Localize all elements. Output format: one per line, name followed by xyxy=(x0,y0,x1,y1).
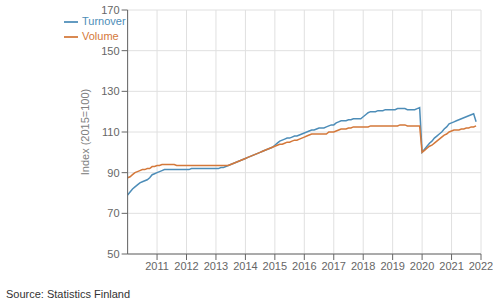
svg-text:2018: 2018 xyxy=(351,260,375,272)
svg-text:2011: 2011 xyxy=(145,260,169,272)
svg-text:90: 90 xyxy=(107,167,119,179)
svg-text:2017: 2017 xyxy=(322,260,346,272)
svg-text:70: 70 xyxy=(107,207,119,219)
svg-text:2016: 2016 xyxy=(292,260,316,272)
svg-text:2021: 2021 xyxy=(439,260,463,272)
svg-text:2015: 2015 xyxy=(263,260,287,272)
svg-text:2020: 2020 xyxy=(410,260,434,272)
svg-text:2019: 2019 xyxy=(380,260,404,272)
svg-text:130: 130 xyxy=(101,85,119,97)
svg-text:2014: 2014 xyxy=(233,260,257,272)
svg-text:2013: 2013 xyxy=(204,260,228,272)
html-text:Source: Statistics Finland: Source: Statistics Finland xyxy=(6,288,131,300)
svg-text:2022: 2022 xyxy=(469,260,485,272)
svg-text:2012: 2012 xyxy=(174,260,198,272)
svg-text:170: 170 xyxy=(101,4,119,16)
html-text:Turnover: Turnover xyxy=(82,15,126,27)
svg-text:150: 150 xyxy=(101,45,119,57)
svg-text:110: 110 xyxy=(102,126,120,138)
svg-text:50: 50 xyxy=(107,248,119,260)
svg-text:Index (2015=100): Index (2015=100) xyxy=(79,89,91,176)
html-text:Volume: Volume xyxy=(82,30,119,43)
